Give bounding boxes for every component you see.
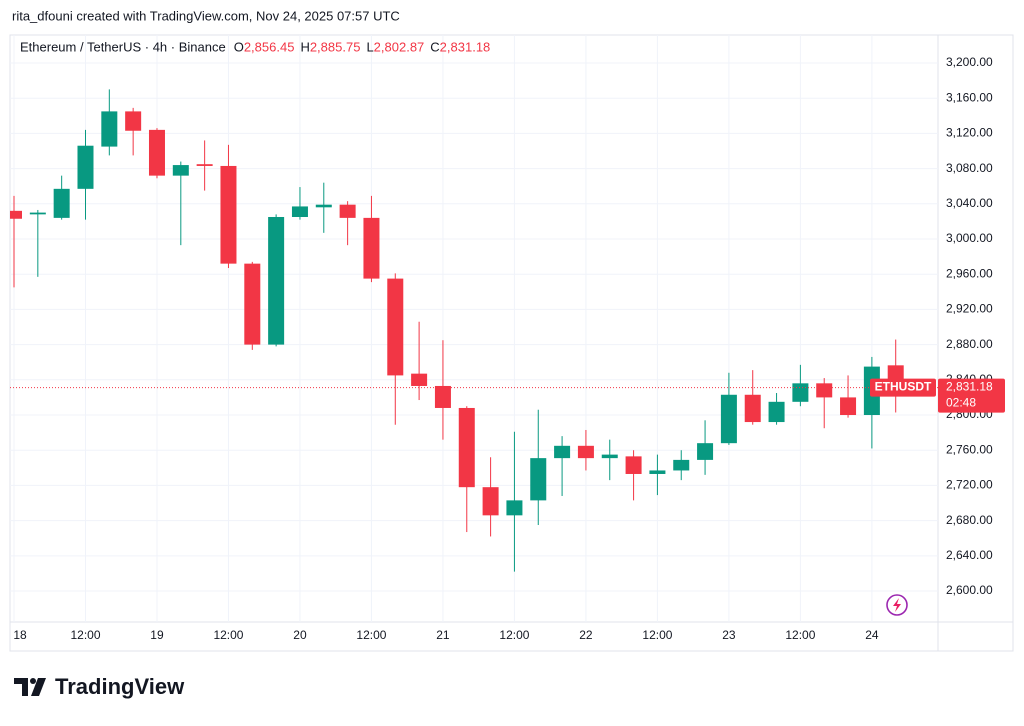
- candle-body: [77, 145, 94, 189]
- y-tick-label: 2,680.00: [946, 513, 993, 527]
- x-tick-label: 18: [13, 628, 27, 642]
- symbol-tag: ETHUSDT: [875, 380, 932, 394]
- ohlc-key: H: [300, 39, 309, 54]
- candle-body: [196, 164, 213, 166]
- x-tick-label: 12:00: [213, 628, 243, 642]
- candle-body: [315, 204, 332, 208]
- candle-body: [339, 204, 356, 218]
- candle-body: [125, 111, 142, 131]
- overlay: ETHUSDT 2,831.18 02:48: [10, 378, 1005, 413]
- y-tick-label: 2,880.00: [946, 337, 993, 351]
- y-tick-label: 3,000.00: [946, 231, 993, 245]
- candle-body: [816, 383, 833, 398]
- candle-body: [220, 165, 237, 264]
- ohlc-key: C: [430, 39, 439, 54]
- candle-body: [840, 397, 857, 416]
- ohlc-key: L: [366, 39, 373, 54]
- attribution: rita_dfouni created with TradingView.com…: [12, 8, 400, 23]
- candle-body: [577, 445, 594, 459]
- x-tick-label: 24: [865, 628, 879, 642]
- candle-body: [363, 217, 380, 279]
- x-tick-label: 20: [293, 628, 307, 642]
- candle-body: [268, 216, 285, 345]
- x-tick-label: 12:00: [785, 628, 815, 642]
- icon: [886, 594, 908, 616]
- x-tick-label: 12:00: [499, 628, 529, 642]
- candle-body: [768, 401, 785, 423]
- candle-body: [29, 212, 46, 215]
- y-tick-label: 3,080.00: [946, 161, 993, 175]
- ohlc-value: 2,831.18: [440, 39, 491, 54]
- brand-logo: TradingView: [14, 674, 185, 699]
- candle-body: [458, 407, 475, 488]
- candle-body: [101, 111, 118, 147]
- ohlc-value: 2,856.45: [244, 39, 295, 54]
- y-tick-label: 3,160.00: [946, 90, 993, 104]
- symbol-title: Ethereum / TetherUS · 4h · Binance: [20, 39, 226, 54]
- symbol-tag-bg: [870, 378, 936, 397]
- candle-body: [506, 500, 523, 516]
- candle-body: [720, 394, 737, 444]
- price-tag: 2,831.18: [946, 380, 993, 394]
- candle-body: [10, 210, 22, 219]
- ohlc-value: 2,802.87: [374, 39, 425, 54]
- x-tick-label: 23: [722, 628, 736, 642]
- candle-body: [697, 443, 714, 460]
- y-tick-label: 2,720.00: [946, 478, 993, 492]
- candle-body: [434, 385, 451, 408]
- x-tick-label: 12:00: [642, 628, 672, 642]
- y-tick-label: 3,040.00: [946, 196, 993, 210]
- header: Ethereum / TetherUS · 4h · Binance O 2,85…: [20, 39, 490, 54]
- candle-body: [625, 456, 642, 474]
- ohlc-key: O: [234, 39, 244, 54]
- candle-body: [291, 206, 308, 217]
- candle-body: [53, 188, 70, 218]
- candle-body: [554, 445, 571, 459]
- y-tick-label: 3,120.00: [946, 126, 993, 140]
- candle-body: [482, 487, 499, 516]
- x-tick-label: 19: [150, 628, 164, 642]
- price-tag-bg: [938, 378, 1005, 413]
- y-tick-label: 2,600.00: [946, 583, 993, 597]
- candles: [10, 89, 904, 572]
- candle-body: [673, 459, 690, 471]
- x-tick-label: 22: [579, 628, 593, 642]
- candle-body: [387, 278, 404, 376]
- candle-body: [172, 165, 189, 176]
- candle-body: [244, 263, 261, 345]
- candle-body: [601, 454, 618, 459]
- x-tick-label: 21: [436, 628, 450, 642]
- brand: TradingView: [55, 674, 185, 699]
- countdown: 02:48: [946, 396, 976, 410]
- y-tick-label: 2,920.00: [946, 302, 993, 316]
- candle-body: [744, 394, 761, 423]
- frame: [9, 34, 1014, 652]
- candle-body: [411, 373, 428, 386]
- ohlc-value: 2,885.75: [310, 39, 361, 54]
- candle-body: [649, 470, 666, 474]
- y-tick-label: 2,760.00: [946, 442, 993, 456]
- y-tick-label: 3,200.00: [946, 55, 993, 69]
- x-tick-label: 12:00: [356, 628, 386, 642]
- candle-body: [792, 383, 809, 402]
- candle-body: [148, 129, 165, 176]
- y-tick-label: 2,960.00: [946, 266, 993, 280]
- y-tick-label: 2,640.00: [946, 548, 993, 562]
- candle-body: [530, 458, 547, 501]
- x-tick-label: 12:00: [70, 628, 100, 642]
